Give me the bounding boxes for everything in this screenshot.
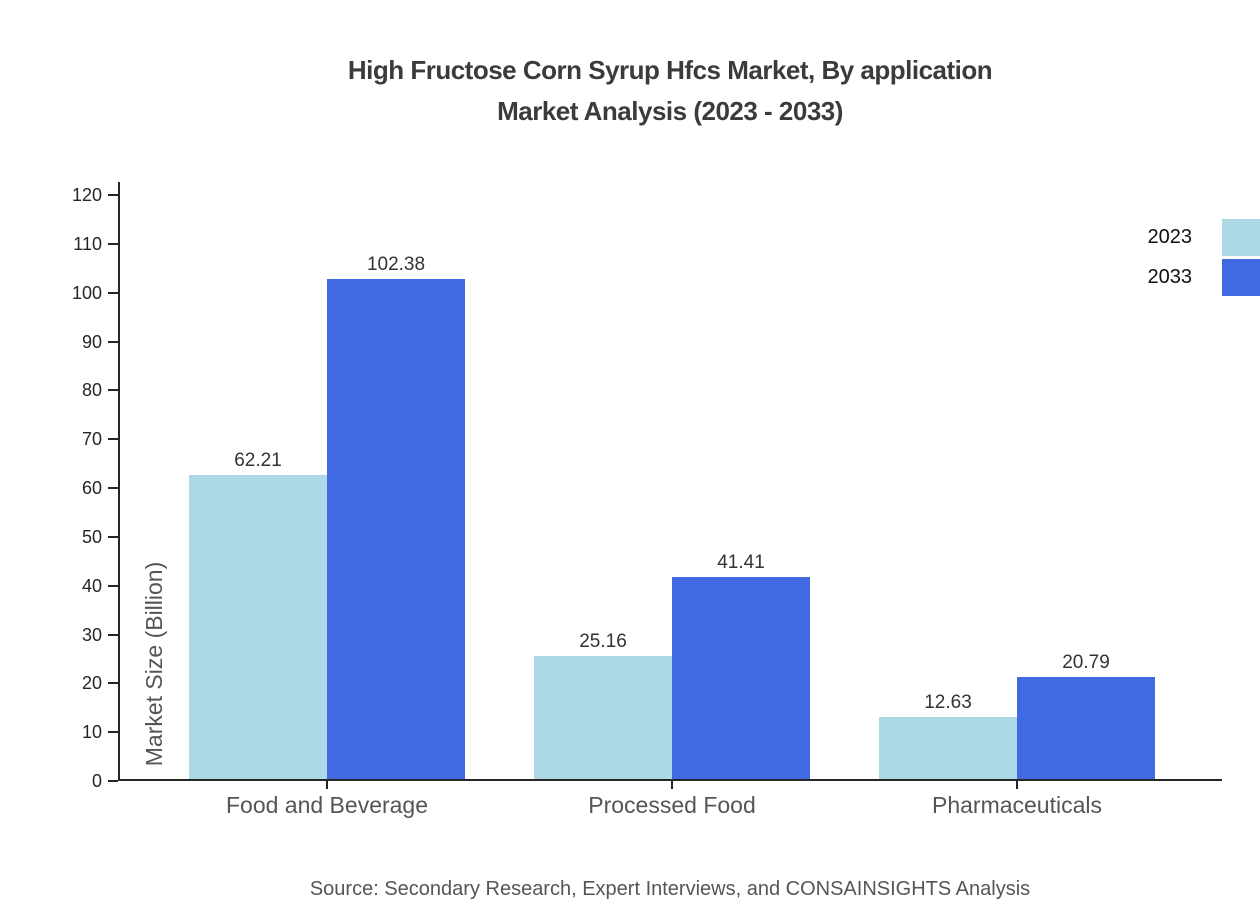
y-tick-mark	[108, 291, 118, 294]
x-tick-mark	[326, 779, 328, 789]
bar-value-label: 20.79	[1062, 652, 1110, 674]
legend-row-2033: 2033	[1148, 258, 1260, 296]
bar-value-label: 25.16	[579, 631, 627, 653]
y-tick-mark	[108, 487, 118, 489]
y-tick-label: 110	[73, 233, 102, 254]
y-tick-mark	[108, 194, 118, 196]
x-tick-mark	[671, 779, 673, 789]
legend-label-2023: 2023	[1147, 225, 1193, 248]
y-tick-label: 50	[81, 526, 102, 547]
legend-swatch-2033	[1222, 258, 1260, 296]
y-tick-mark	[108, 682, 118, 685]
y-tick-label: 90	[81, 331, 102, 352]
y-tick-mark	[108, 535, 118, 538]
category-label: Food and Beverage	[225, 792, 429, 818]
legend-label-2033: 2033	[1147, 265, 1193, 288]
y-tick-label: 70	[81, 429, 102, 450]
plot-area: Market Size (Billion) 0 10 20 30 40 50 60 70 80 9…	[72, 182, 1222, 818]
y-tick-label: 20	[81, 673, 102, 694]
y-tick-label: 30	[81, 624, 102, 645]
y-tick-label: 80	[81, 380, 102, 401]
bar-2023	[189, 475, 327, 779]
y-tick-mark	[108, 389, 118, 392]
bar-2033	[672, 576, 810, 779]
legend: 2023 2033	[1148, 218, 1260, 298]
y-tick-mark	[108, 340, 118, 343]
bar-value-label: 12.63	[924, 692, 972, 714]
legend-swatch-2023	[1222, 218, 1260, 256]
y-tick-mark	[108, 584, 118, 587]
chart-title-line1: High Fructose Corn Syrup Hfcs Market, By…	[347, 55, 993, 85]
y-tick-label: 60	[81, 478, 102, 498]
bar-value-label: 62.21	[234, 450, 282, 472]
y-tick-mark	[108, 242, 118, 245]
bar-2023	[879, 717, 1017, 779]
source-note: Source: Secondary Research, Expert Inter…	[309, 878, 1031, 900]
y-axis-label: Market Size (Billion)	[141, 561, 167, 767]
y-tick-mark	[108, 633, 118, 636]
bar-2033	[327, 279, 465, 779]
bar-value-label: 102.38	[366, 254, 426, 276]
bar-value-label: 41.41	[717, 551, 765, 573]
y-tick-label: 0	[91, 771, 102, 791]
chart-title: High Fructose Corn Syrup Hfcs Market, By…	[118, 50, 1222, 132]
y-tick-label: 120	[71, 185, 102, 205]
y-tick-label: 100	[71, 282, 102, 303]
bar-2023	[534, 656, 672, 779]
category-label: Pharmaceuticals	[931, 792, 1103, 818]
y-tick-label: 40	[81, 575, 102, 596]
y-tick-label: 10	[81, 722, 102, 743]
x-tick-mark	[1016, 779, 1018, 789]
chart-title-line2: Market Analysis (2023 - 2033)	[497, 96, 843, 126]
y-tick-mark	[108, 438, 118, 441]
bar-2033	[1017, 677, 1155, 779]
y-tick-mark	[108, 780, 118, 782]
legend-row-2023: 2023	[1148, 218, 1260, 256]
y-tick-mark	[108, 731, 118, 734]
category-label: Processed Food	[588, 792, 756, 818]
